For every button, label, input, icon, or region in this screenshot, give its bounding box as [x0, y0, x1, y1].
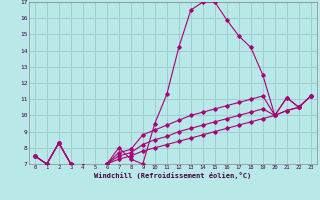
X-axis label: Windchill (Refroidissement éolien,°C): Windchill (Refroidissement éolien,°C)	[94, 172, 252, 179]
